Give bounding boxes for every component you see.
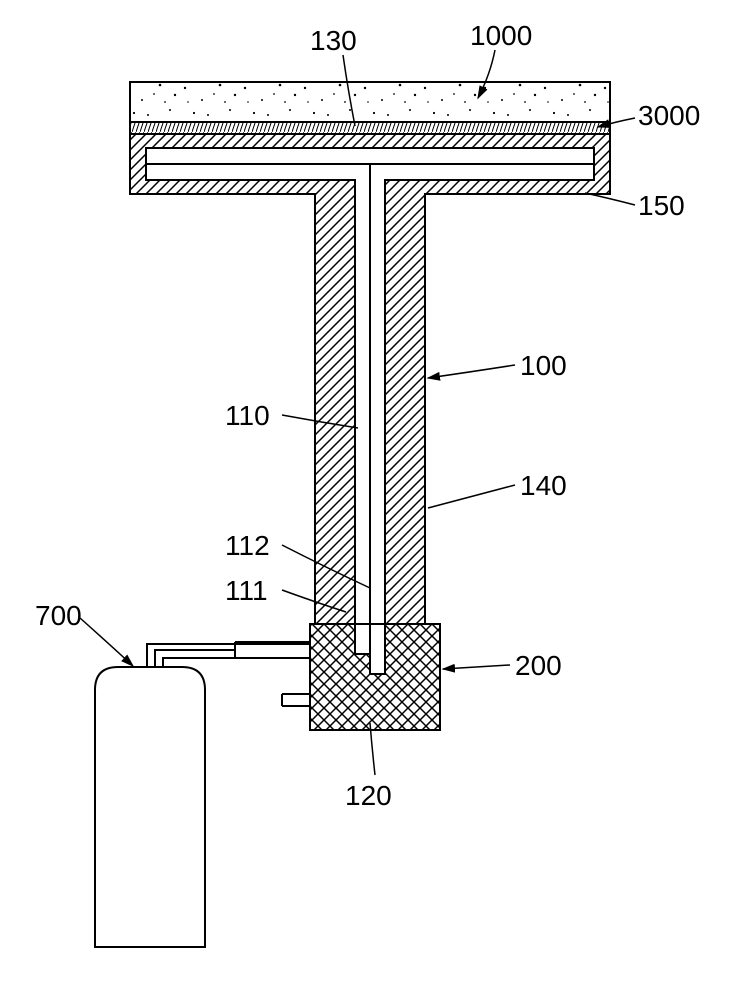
pipe-top-a [147, 644, 310, 667]
label-120: 120 [345, 780, 392, 812]
label-130: 130 [310, 25, 357, 57]
pipe-top-b [163, 658, 310, 667]
label-111: 111 [225, 575, 268, 607]
label-140: 140 [520, 470, 567, 502]
opening-112 [370, 624, 385, 674]
label-200: 200 [515, 650, 562, 682]
label-1000: 1000 [470, 20, 532, 52]
tank [95, 667, 205, 947]
leader-140 [428, 485, 515, 508]
label-100: 100 [520, 350, 567, 382]
label-700: 700 [35, 600, 82, 632]
top-layer [130, 82, 610, 122]
diagram-svg [0, 0, 742, 1000]
leader-200 [443, 665, 510, 669]
pipe-upper [155, 642, 310, 667]
label-3000: 3000 [638, 100, 700, 132]
label-150: 150 [638, 190, 685, 222]
opening-111 [355, 624, 370, 654]
leader-100 [428, 365, 515, 378]
leader-700 [80, 618, 133, 666]
diagram-canvas: 1000 130 3000 150 100 110 140 112 111 20… [0, 0, 742, 1000]
hatched-layer [130, 122, 610, 134]
label-110: 110 [225, 400, 270, 432]
label-112: 112 [225, 530, 270, 562]
